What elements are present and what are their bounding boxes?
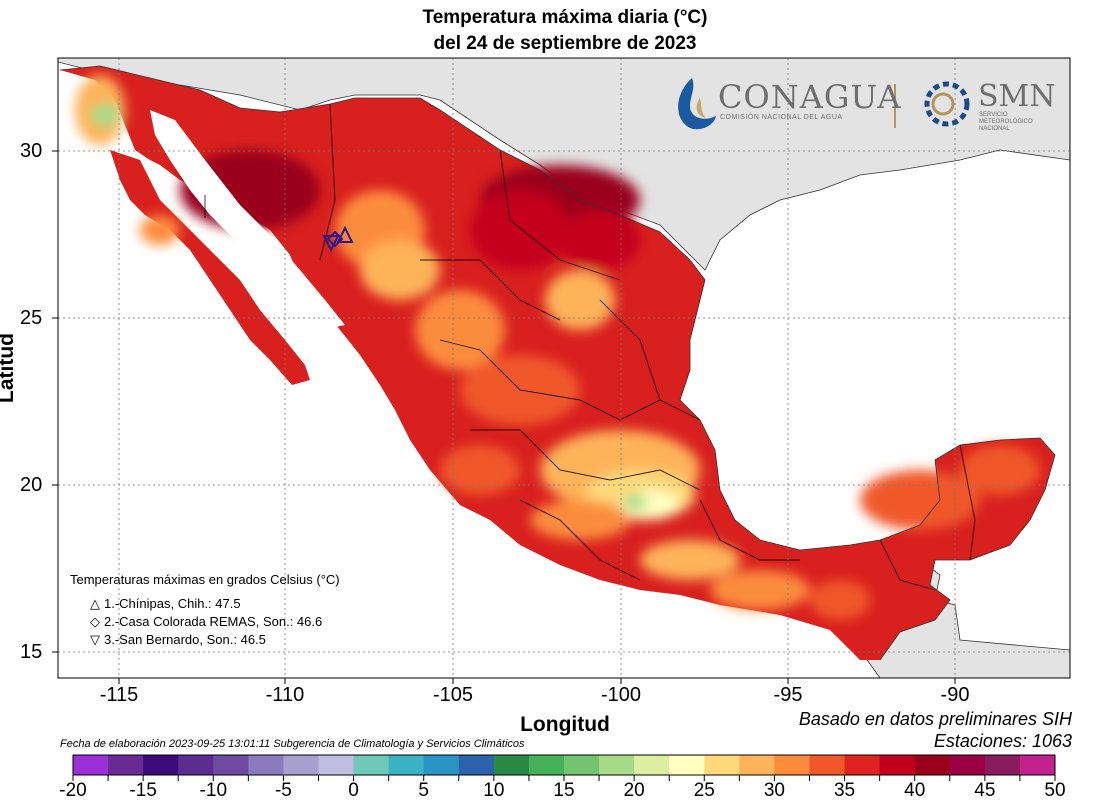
colorbar-swatch	[634, 755, 670, 775]
triangle-down-icon: ▽	[90, 632, 100, 647]
colorbar-label: 25	[693, 780, 715, 801]
colorbar-label: 40	[904, 780, 926, 801]
colorbar-swatch	[949, 755, 986, 775]
colorbar-label: 15	[553, 780, 575, 801]
y-axis-label: Latitud	[0, 333, 18, 403]
x-tick-label: -95	[773, 684, 803, 706]
colorbar-swatch	[599, 755, 635, 775]
legend-item-text: 1.-Chínipas, Chih.: 47.5	[104, 596, 241, 611]
x-axis-label: Longitud	[520, 713, 610, 736]
colorbar-swatch	[879, 755, 916, 775]
x-tick-label: -100	[600, 684, 642, 706]
x-tick-label: -105	[432, 684, 474, 706]
colorbar-label: -5	[274, 780, 292, 801]
colorbar-swatch	[493, 755, 530, 775]
triangle-up-icon: △	[90, 596, 100, 611]
colorbar-swatch	[388, 755, 425, 775]
station-markers	[322, 225, 354, 253]
colorbar-swatch	[704, 755, 740, 775]
colorbar-label: -15	[129, 780, 157, 801]
map-frame	[57, 57, 1071, 679]
map-area	[58, 58, 1070, 678]
x-tick-label: -110	[265, 684, 305, 706]
colorbar-swatch	[809, 755, 846, 775]
conagua-logo-mark	[678, 78, 716, 130]
legend-title: Temperaturas máximas en grados Celsius (…	[70, 572, 340, 587]
legend-item-text: 3.-San Bernardo, Son.: 46.5	[104, 632, 266, 647]
legend-item: ◇ 2.-Casa Colorada REMAS, Son.: 46.6	[90, 613, 340, 631]
colorbar-swatch	[914, 755, 951, 775]
colorbar-label: 50	[1044, 780, 1066, 801]
colorbar-swatch	[178, 755, 214, 775]
colorbar-swatch	[248, 755, 284, 775]
state-borders	[204, 103, 976, 591]
gulf-of-california	[150, 110, 345, 330]
y-tick-label: 20	[20, 474, 43, 496]
colorbar-label: 30	[763, 780, 785, 801]
colorbar-swatch	[318, 755, 355, 775]
y-tick-label: 15	[20, 641, 43, 663]
colorbar-swatch	[774, 755, 810, 775]
colorbar-swatch	[423, 755, 460, 775]
colorbar-swatch	[458, 755, 495, 775]
legend-item: ▽ 3.-San Bernardo, Son.: 46.5	[90, 631, 340, 649]
colorbar-swatch	[213, 755, 249, 775]
smn-logo-text: SMN	[978, 79, 1056, 114]
colorbar-swatch	[528, 755, 565, 775]
chart-subtitle: del 24 de septiembre de 2023	[433, 33, 697, 54]
colorbar-swatch	[739, 755, 775, 775]
colorbar-swatch	[353, 755, 390, 775]
colorbar-swatch	[1019, 755, 1056, 775]
colorbar-label: -10	[199, 780, 228, 801]
station-marker-1	[336, 225, 354, 243]
conagua-logo-text: CONAGUA	[718, 78, 902, 116]
colorbar-label: 10	[483, 780, 505, 801]
diamond-icon: ◇	[90, 614, 100, 629]
credit-note: Fecha de elaboración 2023-09-25 13:01:11…	[60, 738, 525, 750]
colorbar-swatch	[984, 755, 1021, 775]
colorbar-swatch	[143, 755, 179, 775]
chart-title: Temperatura máxima diaria (°C)	[422, 7, 708, 28]
colorbar	[72, 754, 1056, 781]
stations-note: Estaciones: 1063	[933, 731, 1072, 751]
colorbar-swatch	[283, 755, 319, 775]
colorbar-swatch	[564, 755, 600, 775]
colorbar-swatch	[669, 755, 705, 775]
x-tick-label: -90	[940, 684, 970, 706]
smn-logo-mark	[924, 81, 970, 127]
colorbar-swatch	[108, 755, 144, 775]
legend-item: △ 1.-Chínipas, Chih.: 47.5	[90, 595, 340, 613]
y-tick-label: 25	[20, 307, 43, 329]
temperature-field	[75, 75, 1040, 620]
station-legend: Temperaturas máximas en grados Celsius (…	[70, 572, 340, 649]
colorbar-label: 35	[833, 780, 856, 801]
smn-logo-subtitle: SERVICIO METEOROLÓGICO NACIONAL	[979, 112, 1033, 132]
colorbar-label: 20	[623, 780, 645, 801]
colorbar-label: -20	[59, 780, 87, 801]
gridlines	[58, 58, 1070, 678]
colorbar-label: 5	[418, 780, 429, 801]
legend-item-text: 2.-Casa Colorada REMAS, Son.: 46.6	[104, 614, 323, 629]
coastline	[59, 65, 1056, 661]
colorbar-label: 45	[974, 780, 996, 801]
x-tick-label: -115	[99, 684, 139, 706]
source-note: Basado en datos preliminares SIH	[798, 709, 1072, 729]
conagua-logo-subtitle: COMISIÓN NACIONAL DEL AGUA	[720, 114, 843, 121]
colorbar-label: 0	[348, 780, 359, 801]
axis-ticks	[52, 150, 956, 684]
station-marker-3	[322, 235, 340, 253]
colorbar-swatch	[844, 755, 881, 775]
colorbar-swatch	[73, 755, 109, 775]
y-tick-label: 30	[20, 140, 43, 162]
